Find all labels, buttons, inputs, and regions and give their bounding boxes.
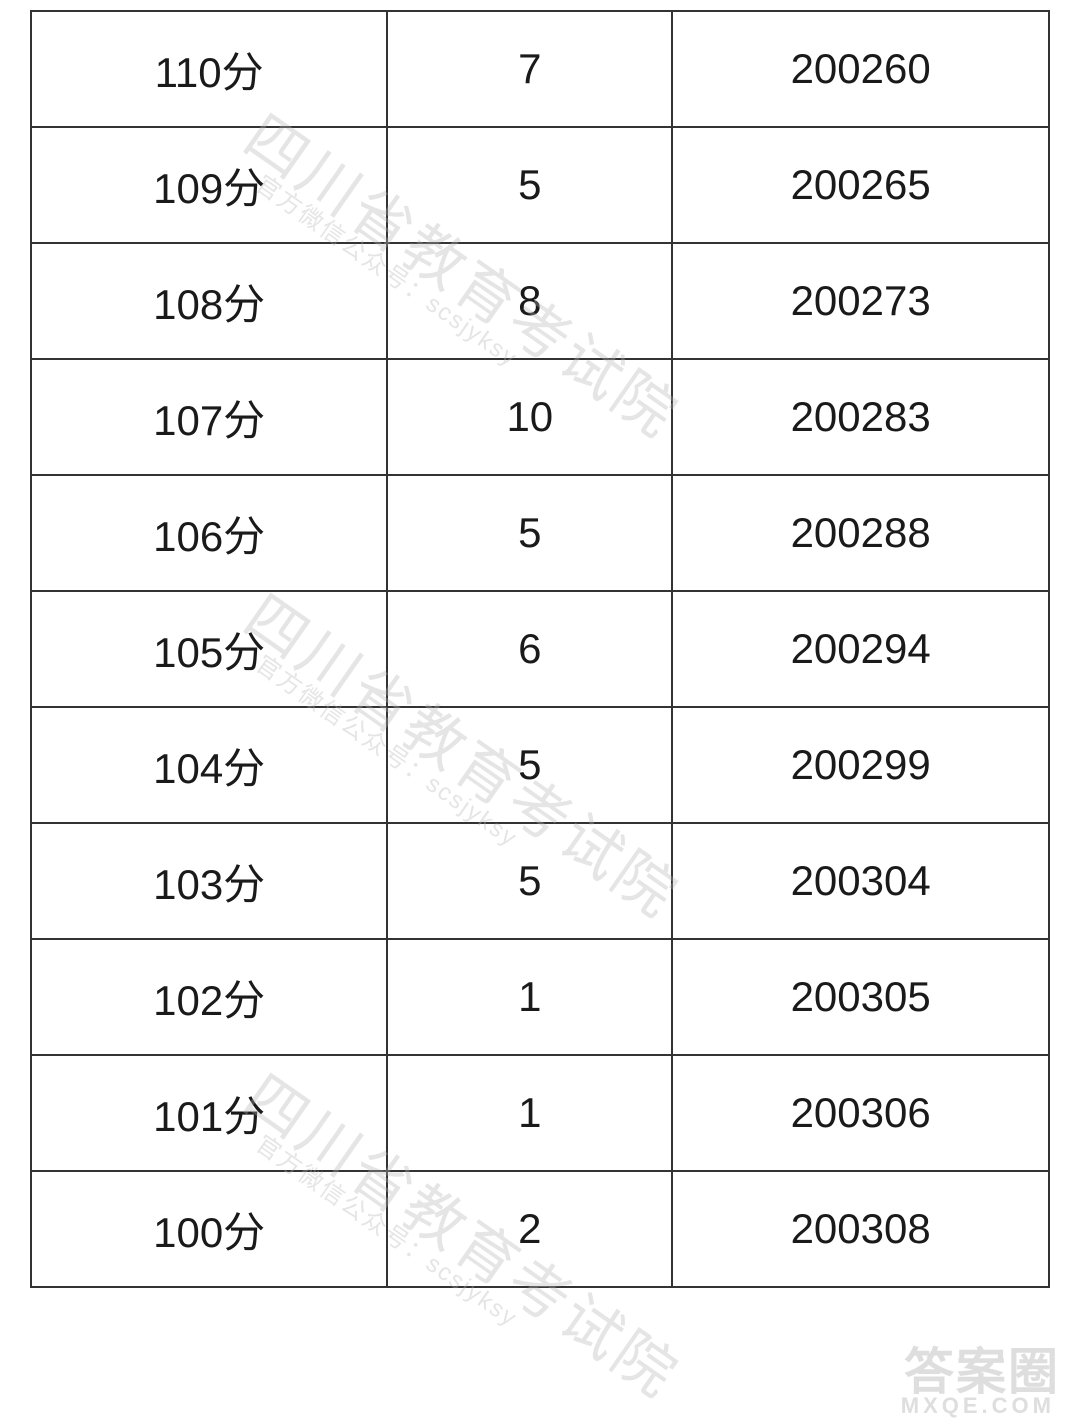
score-cell: 105分 xyxy=(31,591,387,707)
count-cell: 8 xyxy=(387,243,672,359)
score-cell: 110分 xyxy=(31,11,387,127)
cumulative-cell: 200283 xyxy=(672,359,1049,475)
score-cell: 108分 xyxy=(31,243,387,359)
score-table-body: 110分7200260109分5200265108分8200273107分102… xyxy=(31,11,1049,1287)
cumulative-cell: 200304 xyxy=(672,823,1049,939)
count-cell: 10 xyxy=(387,359,672,475)
table-row: 108分8200273 xyxy=(31,243,1049,359)
count-cell: 5 xyxy=(387,707,672,823)
table-row: 106分5200288 xyxy=(31,475,1049,591)
table-row: 104分5200299 xyxy=(31,707,1049,823)
cumulative-cell: 200265 xyxy=(672,127,1049,243)
count-cell: 6 xyxy=(387,591,672,707)
cumulative-cell: 200288 xyxy=(672,475,1049,591)
count-cell: 1 xyxy=(387,1055,672,1171)
cumulative-cell: 200299 xyxy=(672,707,1049,823)
table-row: 103分5200304 xyxy=(31,823,1049,939)
score-cell: 104分 xyxy=(31,707,387,823)
score-table: 110分7200260109分5200265108分8200273107分102… xyxy=(30,10,1050,1288)
count-cell: 5 xyxy=(387,475,672,591)
count-cell: 5 xyxy=(387,127,672,243)
score-table-container: 110分7200260109分5200265108分8200273107分102… xyxy=(30,10,1050,1288)
score-cell: 109分 xyxy=(31,127,387,243)
count-cell: 7 xyxy=(387,11,672,127)
score-cell: 100分 xyxy=(31,1171,387,1287)
cumulative-cell: 200305 xyxy=(672,939,1049,1055)
table-row: 110分7200260 xyxy=(31,11,1049,127)
score-cell: 107分 xyxy=(31,359,387,475)
cumulative-cell: 200294 xyxy=(672,591,1049,707)
table-row: 101分1200306 xyxy=(31,1055,1049,1171)
score-cell: 106分 xyxy=(31,475,387,591)
table-row: 107分10200283 xyxy=(31,359,1049,475)
table-row: 105分6200294 xyxy=(31,591,1049,707)
table-row: 109分5200265 xyxy=(31,127,1049,243)
corner-sub: MXQE.COM xyxy=(901,1393,1055,1419)
count-cell: 5 xyxy=(387,823,672,939)
cumulative-cell: 200306 xyxy=(672,1055,1049,1171)
table-row: 100分2200308 xyxy=(31,1171,1049,1287)
cumulative-cell: 200260 xyxy=(672,11,1049,127)
count-cell: 2 xyxy=(387,1171,672,1287)
score-cell: 103分 xyxy=(31,823,387,939)
table-row: 102分1200305 xyxy=(31,939,1049,1055)
score-cell: 101分 xyxy=(31,1055,387,1171)
score-cell: 102分 xyxy=(31,939,387,1055)
count-cell: 1 xyxy=(387,939,672,1055)
cumulative-cell: 200273 xyxy=(672,243,1049,359)
cumulative-cell: 200308 xyxy=(672,1171,1049,1287)
